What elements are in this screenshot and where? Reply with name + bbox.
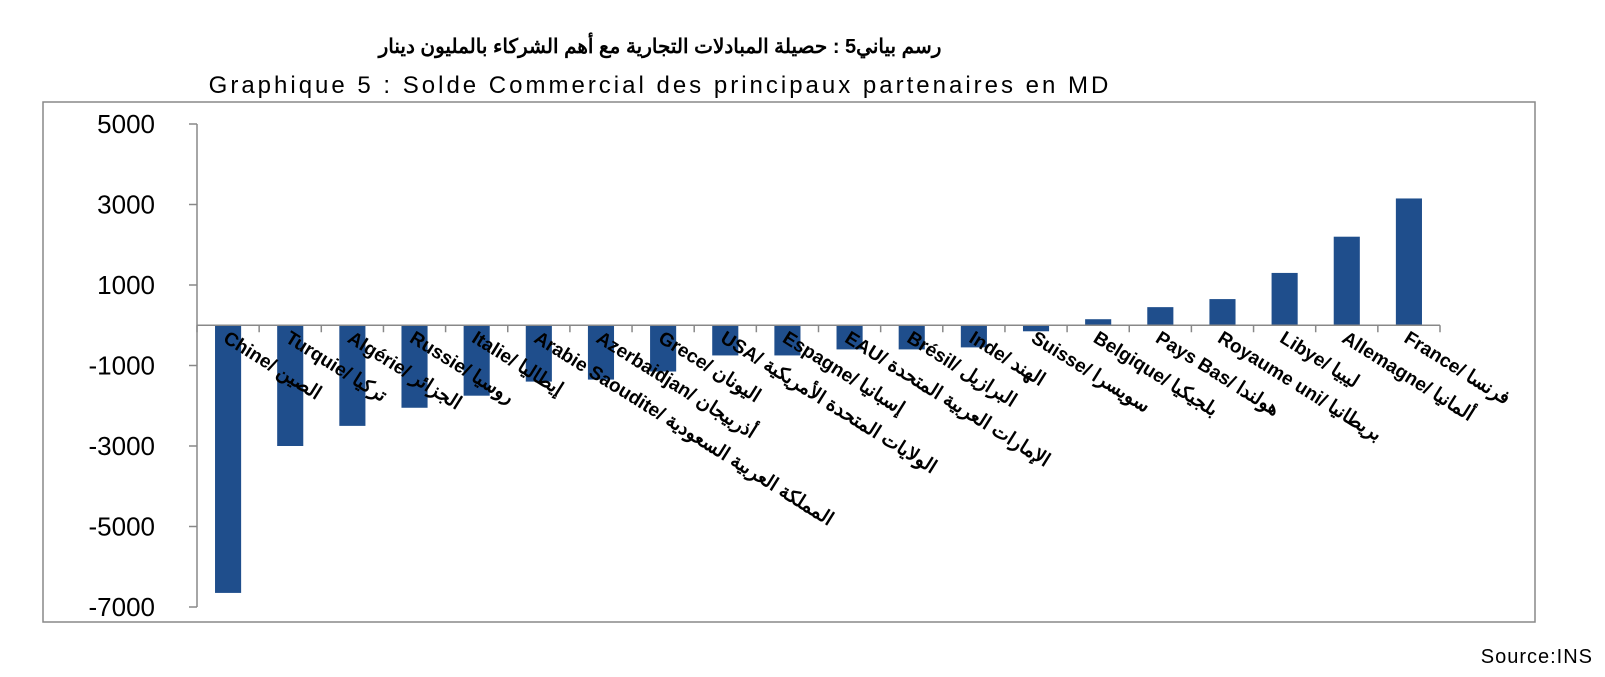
bar: [1395, 198, 1422, 326]
chart-title-arabic: رسم بياني5 : حصيلة المبادلات التجارية مع…: [378, 36, 942, 58]
y-tick-label: -1000: [89, 351, 156, 381]
bar: [1147, 307, 1174, 326]
y-tick-label: -5000: [89, 512, 156, 542]
chart-title-french: Graphique 5 : Solde Commercial des princ…: [208, 72, 1112, 99]
bar: [650, 325, 677, 372]
bar: [836, 325, 863, 350]
bar: [339, 325, 366, 426]
y-tick-label: 5000: [97, 109, 155, 139]
bar: [463, 325, 490, 396]
bar: [1022, 325, 1050, 332]
y-tick-label: -7000: [89, 592, 156, 622]
bar: [277, 325, 304, 446]
bar: [1271, 272, 1298, 326]
bar: [401, 325, 428, 408]
bar: [587, 325, 615, 380]
bar: [1085, 319, 1112, 326]
bar: [774, 325, 801, 356]
y-tick-label: -3000: [89, 431, 156, 461]
bar: [1209, 299, 1236, 326]
bar: [215, 325, 242, 593]
source-label: Source:INS: [1480, 646, 1593, 668]
bar: [525, 325, 552, 382]
bar: [898, 325, 925, 350]
plot-frame: [42, 101, 1536, 623]
y-tick-label: 3000: [97, 190, 155, 220]
bar: [960, 325, 987, 348]
bar: [1333, 236, 1360, 326]
y-tick-label: 1000: [97, 270, 155, 300]
bar: [712, 325, 739, 356]
